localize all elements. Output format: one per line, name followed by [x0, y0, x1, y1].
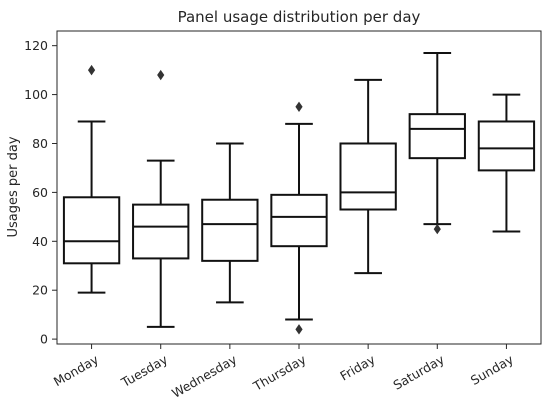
x-tick-label-tuesday: Tuesday — [118, 351, 171, 390]
outlier-point — [295, 101, 303, 113]
x-tick-label-wednesday: Wednesday — [169, 351, 240, 400]
outlier-point — [87, 64, 96, 76]
box-friday — [339, 78, 397, 275]
x-tick-label-monday: Monday — [51, 351, 102, 389]
x-tick-label-friday: Friday — [337, 351, 378, 383]
iqr-box — [408, 113, 466, 160]
box-series — [62, 52, 536, 335]
y-tick-label: 120 — [24, 38, 48, 53]
iqr-box — [270, 193, 328, 248]
iqr-box — [201, 198, 259, 262]
y-axis-ticks: 0 20 40 60 80 100 120 — [24, 38, 57, 347]
box-wednesday — [201, 142, 259, 304]
y-tick-label: 100 — [24, 87, 48, 102]
y-tick-label: 40 — [32, 234, 48, 249]
outlier-point — [433, 223, 441, 235]
y-axis-label: Usages per day — [6, 136, 21, 237]
box-sunday — [477, 93, 536, 233]
box-saturday — [408, 52, 466, 235]
outlier-point — [157, 69, 165, 81]
x-tick-label-sunday: Sunday — [468, 351, 517, 388]
x-tick-label-thursday: Thursday — [250, 351, 309, 394]
y-tick-label: 60 — [32, 185, 48, 200]
outlier-point — [295, 324, 303, 335]
box-tuesday — [132, 69, 190, 328]
iqr-box — [339, 142, 397, 211]
iqr-box — [62, 196, 121, 265]
y-tick-label: 80 — [32, 136, 48, 151]
chart-title: Panel usage distribution per day — [178, 8, 421, 26]
y-tick-label: 20 — [32, 283, 48, 298]
box-thursday — [270, 101, 328, 335]
x-tick-label-saturday: Saturday — [390, 351, 447, 392]
iqr-box — [132, 203, 190, 260]
box-monday — [62, 64, 121, 294]
iqr-box — [477, 120, 536, 172]
y-tick-label: 0 — [40, 332, 48, 347]
